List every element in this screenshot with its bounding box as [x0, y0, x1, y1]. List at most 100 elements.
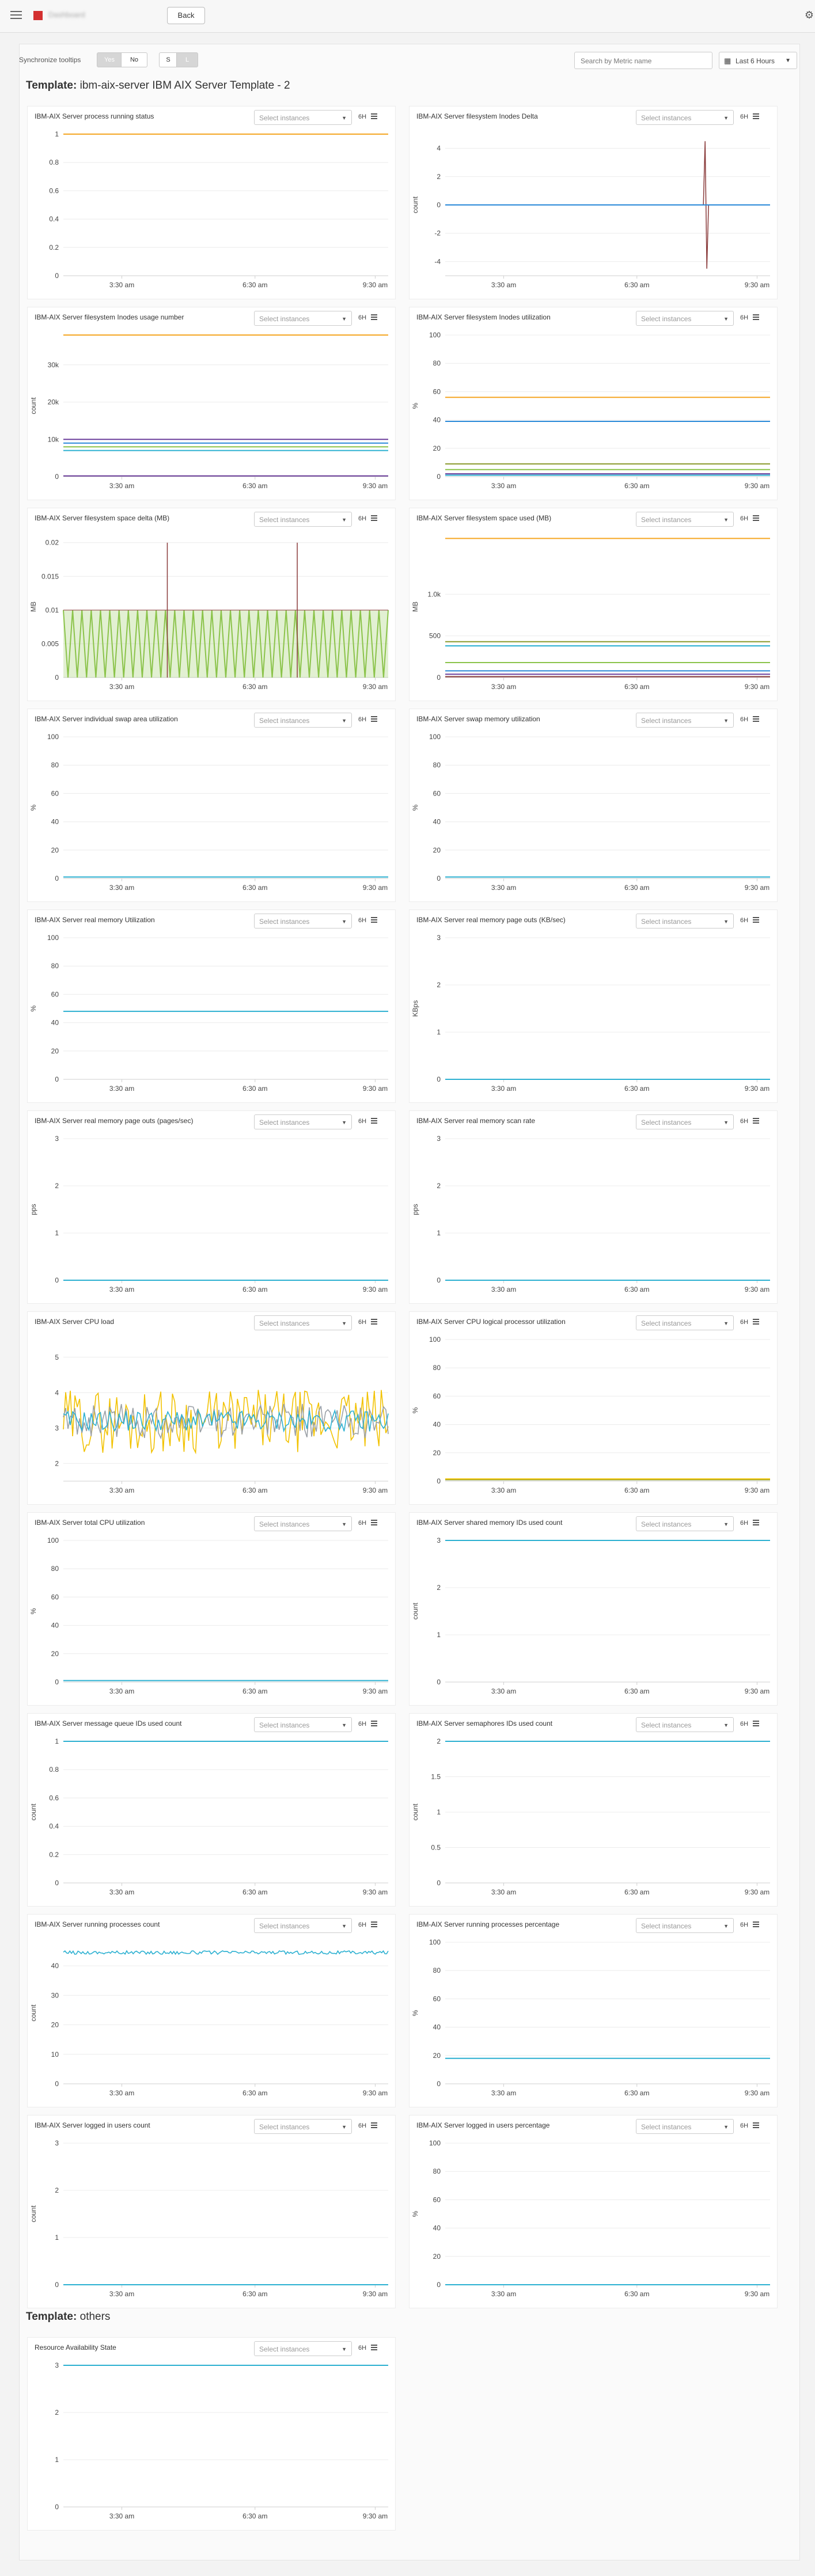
metric-search-input[interactable]: Search by Metric name: [574, 52, 712, 69]
select-instances-dropdown[interactable]: Select instances ▼: [254, 512, 352, 527]
y-tick-label: 0.02: [46, 539, 59, 547]
range-label[interactable]: 6H: [358, 2345, 367, 2351]
select-instances-dropdown[interactable]: Select instances ▼: [636, 1918, 734, 1933]
chart-menu-icon[interactable]: [371, 2122, 377, 2128]
select-instances-dropdown[interactable]: Select instances ▼: [254, 1114, 352, 1129]
select-instances-dropdown[interactable]: Select instances ▼: [636, 914, 734, 929]
range-label[interactable]: 6H: [740, 314, 749, 321]
chart-menu-icon[interactable]: [753, 1118, 759, 1124]
chart-menu-icon[interactable]: [753, 1721, 759, 1726]
chart-menu-icon[interactable]: [371, 1520, 377, 1525]
chart-menu-icon[interactable]: [371, 2345, 377, 2350]
select-instances-dropdown[interactable]: Select instances ▼: [636, 1717, 734, 1732]
sync-no-toggle[interactable]: No: [121, 52, 147, 67]
range-label[interactable]: 6H: [358, 1721, 367, 1728]
select-instances-dropdown[interactable]: Select instances ▼: [254, 914, 352, 929]
chart-menu-icon[interactable]: [371, 113, 377, 119]
x-tick-label: 6:30 am: [624, 683, 649, 691]
select-instances-dropdown[interactable]: Select instances ▼: [636, 713, 734, 728]
time-range-dropdown[interactable]: ▦ Last 6 Hours ▼: [719, 52, 797, 69]
x-tick-label: 3:30 am: [491, 2290, 516, 2298]
chart-menu-icon[interactable]: [371, 716, 377, 722]
select-instances-dropdown[interactable]: Select instances ▼: [254, 110, 352, 125]
select-placeholder: Select instances: [259, 1319, 310, 1327]
y-tick-label: 1: [55, 130, 59, 138]
select-instances-dropdown[interactable]: Select instances ▼: [636, 1315, 734, 1330]
chart-menu-icon[interactable]: [753, 716, 759, 722]
sync-yes-toggle[interactable]: Yes: [97, 52, 122, 67]
y-tick-label: 1: [55, 1737, 59, 1745]
select-instances-dropdown[interactable]: Select instances ▼: [254, 2119, 352, 2134]
range-label[interactable]: 6H: [740, 1319, 749, 1326]
select-placeholder: Select instances: [641, 1721, 692, 1729]
chart-title: IBM-AIX Server logged in users percentag…: [416, 2121, 550, 2129]
range-label[interactable]: 6H: [358, 1520, 367, 1527]
x-tick-label: 6:30 am: [624, 2089, 649, 2097]
range-label[interactable]: 6H: [358, 1921, 367, 1928]
select-instances-dropdown[interactable]: Select instances ▼: [254, 1315, 352, 1330]
range-label[interactable]: 6H: [358, 1118, 367, 1125]
range-label[interactable]: 6H: [740, 2122, 749, 2129]
range-label[interactable]: 6H: [740, 1118, 749, 1125]
chart-menu-icon[interactable]: [371, 1721, 377, 1726]
y-tick-label: 60: [433, 789, 441, 797]
chart-menu-icon[interactable]: [753, 113, 759, 119]
select-instances-dropdown[interactable]: Select instances ▼: [636, 1114, 734, 1129]
range-label[interactable]: 6H: [358, 113, 367, 120]
chevron-down-icon: ▼: [342, 2346, 347, 2352]
settings-icon[interactable]: ⚙: [804, 9, 814, 21]
chart-menu-icon[interactable]: [753, 917, 759, 923]
y-axis-label: count: [29, 1803, 37, 1821]
range-label[interactable]: 6H: [740, 716, 749, 723]
y-tick-label: 1: [437, 1631, 441, 1639]
y-tick-label: 1.0k: [427, 590, 441, 598]
chart-menu-icon[interactable]: [371, 917, 377, 923]
select-instances-dropdown[interactable]: Select instances ▼: [254, 1717, 352, 1732]
select-instances-dropdown[interactable]: Select instances ▼: [254, 713, 352, 728]
range-label[interactable]: 6H: [358, 1319, 367, 1326]
y-tick-label: 20: [433, 1449, 441, 1457]
y-tick-label: 20: [51, 846, 59, 854]
chart-menu-icon[interactable]: [753, 515, 759, 521]
back-button[interactable]: Back: [167, 7, 205, 24]
select-instances-dropdown[interactable]: Select instances ▼: [636, 1516, 734, 1531]
size-large-button[interactable]: L: [176, 52, 198, 67]
select-instances-dropdown[interactable]: Select instances ▼: [254, 1918, 352, 1933]
select-instances-dropdown[interactable]: Select instances ▼: [254, 1516, 352, 1531]
range-label[interactable]: 6H: [740, 113, 749, 120]
select-instances-dropdown[interactable]: Select instances ▼: [636, 110, 734, 125]
range-label[interactable]: 6H: [358, 2122, 367, 2129]
chevron-down-icon: ▼: [342, 517, 347, 523]
chart-menu-icon[interactable]: [371, 314, 377, 320]
chart-menu-icon[interactable]: [753, 1520, 759, 1525]
x-tick-label: 3:30 am: [109, 683, 134, 691]
select-instances-dropdown[interactable]: Select instances ▼: [254, 2341, 352, 2356]
select-instances-dropdown[interactable]: Select instances ▼: [254, 311, 352, 326]
range-label[interactable]: 6H: [740, 1921, 749, 1928]
select-instances-dropdown[interactable]: Select instances ▼: [636, 512, 734, 527]
hamburger-menu-icon[interactable]: [10, 11, 22, 19]
range-label[interactable]: 6H: [358, 716, 367, 723]
chart-menu-icon[interactable]: [371, 1319, 377, 1325]
select-instances-dropdown[interactable]: Select instances ▼: [636, 2119, 734, 2134]
sync-tooltips-label: Synchronize tooltips: [19, 56, 81, 64]
chart-menu-icon[interactable]: [753, 2122, 759, 2128]
range-label[interactable]: 6H: [740, 515, 749, 522]
range-label[interactable]: 6H: [358, 917, 367, 924]
y-axis-label: MB: [411, 602, 419, 612]
range-label[interactable]: 6H: [740, 1721, 749, 1728]
y-tick-label: 0: [55, 874, 59, 882]
chart-menu-icon[interactable]: [753, 314, 759, 320]
chart-title: IBM-AIX Server total CPU utilization: [35, 1519, 145, 1527]
select-instances-dropdown[interactable]: Select instances ▼: [636, 311, 734, 326]
chart-menu-icon[interactable]: [371, 515, 377, 521]
range-label[interactable]: 6H: [358, 314, 367, 321]
chart-menu-icon[interactable]: [371, 1921, 377, 1927]
size-small-button[interactable]: S: [159, 52, 177, 67]
range-label[interactable]: 6H: [740, 1520, 749, 1527]
range-label[interactable]: 6H: [740, 917, 749, 924]
range-label[interactable]: 6H: [358, 515, 367, 522]
chart-menu-icon[interactable]: [753, 1319, 759, 1325]
chart-menu-icon[interactable]: [753, 1921, 759, 1927]
chart-menu-icon[interactable]: [371, 1118, 377, 1124]
